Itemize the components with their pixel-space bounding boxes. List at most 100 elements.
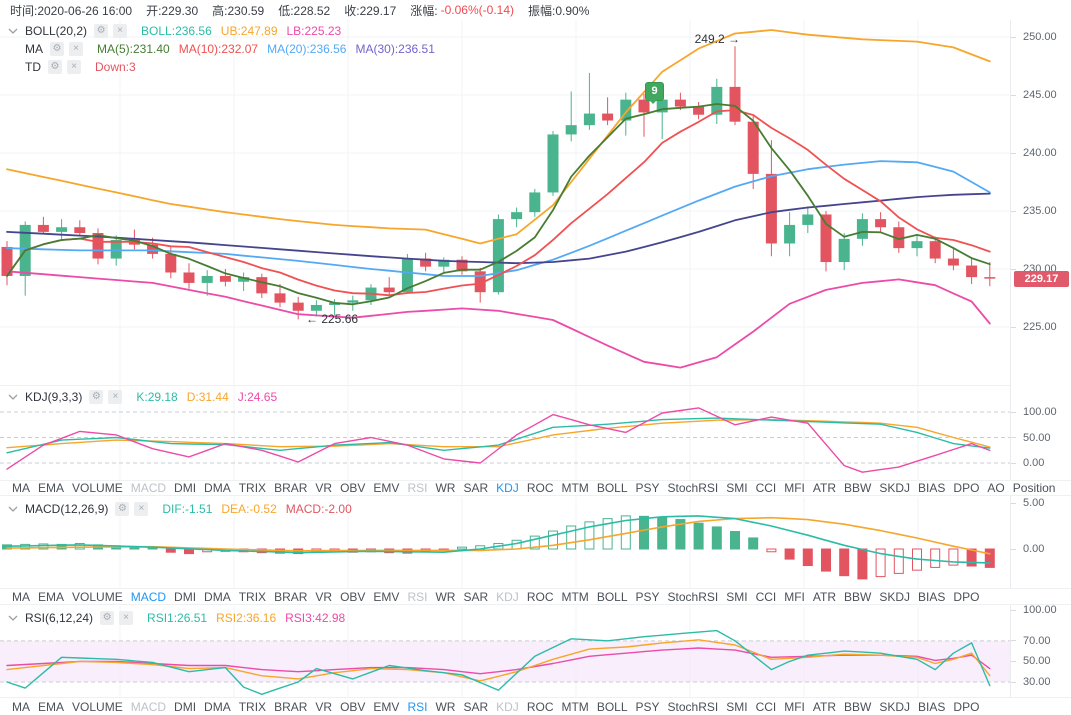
tab-bias[interactable]: BIAS (918, 481, 946, 495)
tab-brar[interactable]: BRAR (274, 699, 308, 714)
close-icon[interactable]: × (67, 60, 81, 74)
rsi-chart[interactable] (0, 606, 1010, 697)
close-icon[interactable]: × (134, 502, 149, 516)
tab-sar[interactable]: SAR (463, 481, 489, 495)
tab-ema[interactable]: EMA (38, 481, 65, 495)
tab-ema[interactable]: EMA (38, 699, 65, 714)
tab-trix[interactable]: TRIX (238, 481, 267, 495)
tab-sar[interactable]: SAR (463, 699, 489, 714)
tab-dmi[interactable]: DMI (174, 699, 197, 714)
tab-obv[interactable]: OBV (340, 589, 366, 604)
tab-position[interactable]: Position (1012, 481, 1056, 495)
tab-rsi[interactable]: RSI (407, 589, 428, 604)
tab-stochrsi[interactable]: StochRSI (667, 481, 719, 495)
tab-bbw[interactable]: BBW (844, 481, 872, 495)
tab-wr[interactable]: WR (435, 699, 456, 714)
tab-trix[interactable]: TRIX (238, 699, 267, 714)
tab-kdj[interactable]: KDJ (496, 699, 519, 714)
tab-vr[interactable]: VR (315, 589, 333, 604)
tab-atr[interactable]: ATR (812, 589, 837, 604)
chevron-down-icon[interactable] (8, 394, 20, 400)
gear-icon[interactable]: ⚙ (48, 60, 62, 74)
tab-boll[interactable]: BOLL (596, 481, 628, 495)
tab-atr[interactable]: ATR (812, 481, 837, 495)
tab-wr[interactable]: WR (435, 481, 456, 495)
tab-cci[interactable]: CCI (755, 699, 777, 714)
tab-ma[interactable]: MA (12, 589, 30, 604)
tab-emv[interactable]: EMV (373, 481, 400, 495)
macd-chart[interactable] (0, 497, 1010, 588)
close-icon[interactable]: × (108, 390, 123, 404)
tab-rsi[interactable]: RSI (407, 481, 428, 495)
tab-emv[interactable]: EMV (373, 589, 400, 604)
tab-boll[interactable]: BOLL (596, 589, 628, 604)
tab-mtm[interactable]: MTM (561, 699, 589, 714)
chevron-down-icon[interactable] (8, 506, 20, 512)
tab-emv[interactable]: EMV (373, 699, 400, 714)
tab-mtm[interactable]: MTM (561, 589, 589, 604)
main-chart[interactable] (0, 20, 1010, 385)
close-icon[interactable]: × (69, 42, 83, 56)
tab-atr[interactable]: ATR (812, 699, 837, 714)
chevron-down-icon[interactable] (8, 28, 20, 34)
tab-vr[interactable]: VR (315, 699, 333, 714)
tab-ao[interactable]: AO (987, 481, 1005, 495)
tab-stochrsi[interactable]: StochRSI (667, 699, 719, 714)
tab-ma[interactable]: MA (12, 699, 30, 714)
tab-volume[interactable]: VOLUME (72, 589, 123, 604)
tab-wr[interactable]: WR (435, 589, 456, 604)
tab-rsi[interactable]: RSI (407, 699, 428, 714)
tab-obv[interactable]: OBV (340, 481, 366, 495)
tab-roc[interactable]: ROC (526, 481, 554, 495)
tab-vr[interactable]: VR (315, 481, 333, 495)
tab-volume[interactable]: VOLUME (72, 699, 123, 714)
tab-roc[interactable]: ROC (526, 699, 554, 714)
tab-dpo[interactable]: DPO (953, 699, 980, 714)
tab-mfi[interactable]: MFI (784, 589, 805, 604)
tab-bias[interactable]: BIAS (918, 699, 946, 714)
tab-volume[interactable]: VOLUME (72, 481, 123, 495)
tab-macd[interactable]: MACD (130, 699, 167, 714)
tab-mtm[interactable]: MTM (561, 481, 589, 495)
tab-sar[interactable]: SAR (463, 589, 489, 604)
tab-dmi[interactable]: DMI (174, 589, 197, 604)
tab-kdj[interactable]: KDJ (496, 589, 519, 604)
tab-trix[interactable]: TRIX (238, 589, 267, 604)
tab-dpo[interactable]: DPO (953, 481, 980, 495)
tab-smi[interactable]: SMI (726, 699, 748, 714)
tab-mfi[interactable]: MFI (784, 699, 805, 714)
tab-cci[interactable]: CCI (755, 589, 777, 604)
tab-psy[interactable]: PSY (635, 699, 660, 714)
tab-dmi[interactable]: DMI (174, 481, 197, 495)
tab-brar[interactable]: BRAR (274, 589, 308, 604)
tab-ema[interactable]: EMA (38, 589, 65, 604)
tab-roc[interactable]: ROC (526, 589, 554, 604)
gear-icon[interactable]: ⚙ (94, 24, 109, 38)
chevron-down-icon[interactable] (8, 615, 20, 621)
tab-brar[interactable]: BRAR (274, 481, 308, 495)
gear-icon[interactable]: ⚙ (115, 502, 130, 516)
tab-ma[interactable]: MA (12, 481, 30, 495)
tab-psy[interactable]: PSY (635, 481, 660, 495)
tab-skdj[interactable]: SKDJ (879, 699, 911, 714)
gear-icon[interactable]: ⚙ (50, 42, 64, 56)
tab-stochrsi[interactable]: StochRSI (667, 589, 719, 604)
tab-bbw[interactable]: BBW (844, 699, 872, 714)
tab-bbw[interactable]: BBW (844, 589, 872, 604)
tab-dma[interactable]: DMA (204, 589, 231, 604)
tab-psy[interactable]: PSY (635, 589, 660, 604)
tab-skdj[interactable]: SKDJ (879, 481, 911, 495)
tab-smi[interactable]: SMI (726, 589, 748, 604)
tab-macd[interactable]: MACD (130, 481, 167, 495)
tab-dma[interactable]: DMA (204, 481, 231, 495)
close-icon[interactable]: × (113, 24, 128, 38)
tab-obv[interactable]: OBV (340, 699, 366, 714)
tab-bias[interactable]: BIAS (918, 589, 946, 604)
tab-boll[interactable]: BOLL (596, 699, 628, 714)
tab-dma[interactable]: DMA (204, 699, 231, 714)
gear-icon[interactable]: ⚙ (89, 390, 104, 404)
tab-smi[interactable]: SMI (726, 481, 748, 495)
tab-mfi[interactable]: MFI (784, 481, 805, 495)
tab-kdj[interactable]: KDJ (496, 481, 519, 495)
tab-skdj[interactable]: SKDJ (879, 589, 911, 604)
